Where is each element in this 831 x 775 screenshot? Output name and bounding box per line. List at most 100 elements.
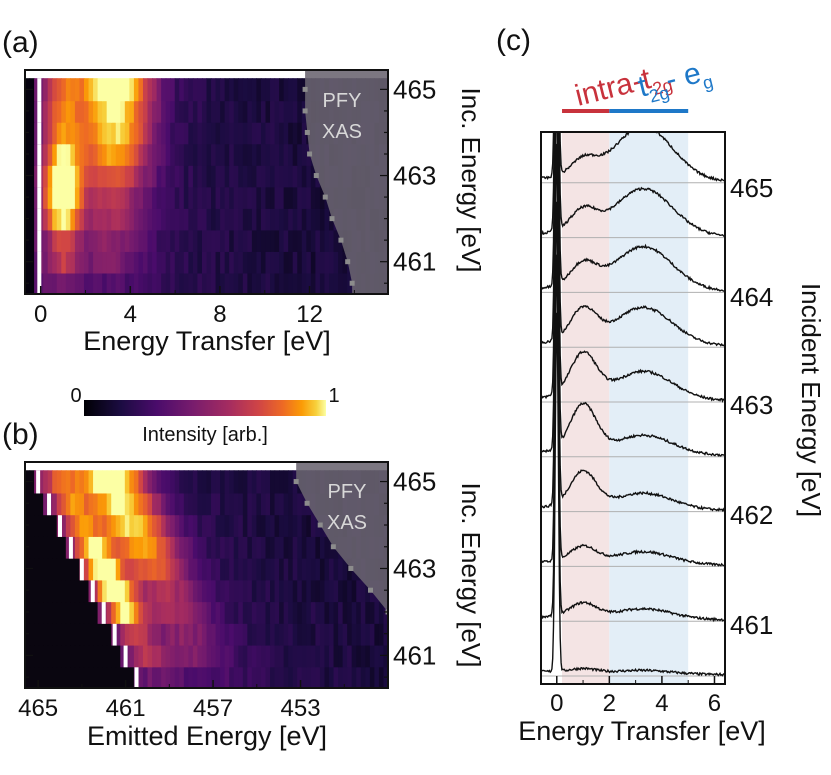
heat-cell-b <box>342 600 348 624</box>
heat-cell-b <box>179 513 185 537</box>
heat-cell-a <box>83 228 90 252</box>
heat-cell-a <box>288 99 294 123</box>
heat-cell-a <box>161 78 167 102</box>
heat-cell-b <box>279 535 285 559</box>
heat-cell-b <box>52 600 58 624</box>
heat-cell-a <box>115 142 121 166</box>
heat-cell-b <box>111 665 117 688</box>
heat-cell-a <box>29 99 35 123</box>
heat-cell-a <box>201 250 208 274</box>
heat-cell-a <box>133 78 140 102</box>
heat-cell-b <box>56 600 62 624</box>
heat-cell-b <box>238 644 244 668</box>
heat-cell-b <box>79 600 85 624</box>
heat-cell-b <box>360 622 366 646</box>
heat-cell-a <box>97 121 103 145</box>
heat-cell-b <box>365 578 371 603</box>
heat-cell-b <box>165 600 171 624</box>
heat-cell-a <box>83 272 90 294</box>
heat-cell-b <box>93 644 99 668</box>
heat-cell-a <box>333 250 339 274</box>
heat-cell-a <box>79 99 85 123</box>
heat-cell-b <box>310 600 316 624</box>
heat-cell-a <box>260 99 267 123</box>
heat-cell-b <box>288 535 294 559</box>
heat-cell-b <box>283 470 289 494</box>
heat-cell-b <box>115 513 121 537</box>
heat-cell-b <box>138 513 144 537</box>
heat-cell-a <box>102 207 108 231</box>
heat-cell-a <box>61 185 67 209</box>
heat-cell-b <box>61 622 67 646</box>
heat-cell-a <box>197 121 203 145</box>
heat-cell-b <box>301 513 307 537</box>
heat-cell-b <box>79 491 85 516</box>
heat-cell-b <box>74 622 81 646</box>
heat-cell-b <box>47 470 53 494</box>
heat-cell-b <box>79 644 85 668</box>
heat-cell-a <box>251 121 258 145</box>
heat-cell-a <box>124 164 130 188</box>
heat-cell-a <box>242 250 248 274</box>
heat-cell-a <box>247 164 253 188</box>
heat-cell-a <box>260 272 267 294</box>
heat-cell-a <box>192 272 199 294</box>
heat-cell-a <box>201 164 208 188</box>
heat-cell-a <box>310 185 316 209</box>
heat-cell-a <box>174 121 180 145</box>
heat-cell-b <box>365 600 371 624</box>
heat-cell-a <box>238 164 244 188</box>
heat-cell-b <box>111 535 117 559</box>
heat-cell-b <box>211 470 217 494</box>
heat-cell-a <box>297 185 303 209</box>
heat-cell-b <box>97 578 103 603</box>
heat-cell-a <box>174 78 180 102</box>
heat-cell-b <box>211 535 217 559</box>
heat-cell-b <box>188 622 194 646</box>
heat-cell-b <box>206 491 212 516</box>
elastic-line-a <box>37 250 42 274</box>
heat-cell-a <box>224 142 230 166</box>
heat-cell-a <box>56 142 62 166</box>
heat-cell-b <box>170 535 176 559</box>
heat-cell-a <box>34 78 40 102</box>
band-shade-0 <box>562 132 610 684</box>
heat-cell-b <box>115 600 121 624</box>
heat-cell-a <box>256 78 262 102</box>
heat-cell-a <box>138 228 144 252</box>
heat-cell-a <box>242 272 248 294</box>
heat-cell-a <box>124 272 130 294</box>
heat-cell-a <box>170 207 176 231</box>
heat-cell-b <box>369 665 375 688</box>
heat-cell-b <box>247 491 253 516</box>
heat-cell-b <box>256 578 262 603</box>
heat-cell-a <box>174 207 180 231</box>
heat-cell-b <box>74 578 81 603</box>
heat-cell-a <box>215 142 221 166</box>
heat-cell-a <box>156 272 162 294</box>
heat-cell-a <box>88 228 94 252</box>
heat-cell-b <box>34 491 40 516</box>
heat-cell-b <box>265 622 271 646</box>
ticks-b: 465 461 457 453 465 463 461 <box>18 467 436 722</box>
heat-cell-a <box>211 228 217 252</box>
heat-cell-b <box>120 535 126 559</box>
heat-cell-b <box>224 491 230 516</box>
heat-cell-a <box>192 228 199 252</box>
heat-cell-a <box>310 207 316 231</box>
heat-cell-a <box>156 250 162 274</box>
heat-cell-b <box>260 513 267 537</box>
heat-cell-b <box>301 491 307 516</box>
heat-cell-b <box>270 665 276 688</box>
axes-frame-c <box>540 131 726 685</box>
spectra-c <box>541 132 725 677</box>
heat-cell-b <box>288 578 294 603</box>
heat-cell-a <box>251 272 258 294</box>
heat-cell-a <box>133 272 140 294</box>
heat-cell-b <box>165 535 171 559</box>
heat-cell-a <box>170 121 176 145</box>
heat-cell-a <box>224 250 230 274</box>
heat-cell-a <box>93 78 99 102</box>
heat-cell-a <box>129 164 135 188</box>
heat-cell-a <box>102 228 108 252</box>
